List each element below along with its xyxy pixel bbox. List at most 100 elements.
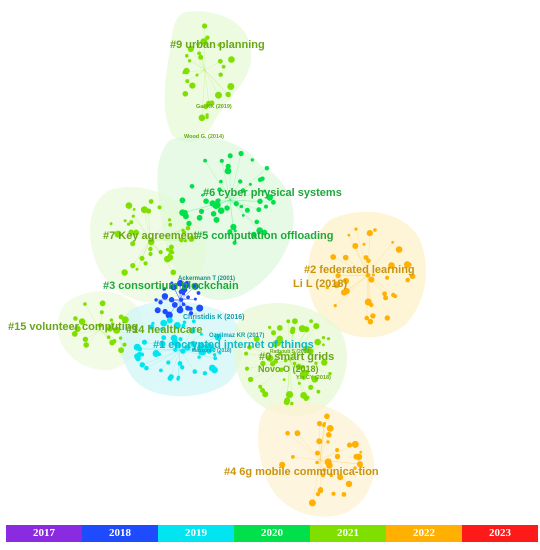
network-node	[362, 242, 366, 246]
network-node	[388, 262, 395, 269]
network-link	[338, 274, 369, 277]
network-node	[81, 321, 85, 325]
network-node	[110, 322, 115, 326]
network-node	[347, 233, 351, 237]
network-node	[154, 307, 161, 314]
network-link	[220, 181, 231, 201]
network-node	[347, 442, 353, 448]
network-node	[238, 150, 244, 157]
network-node	[129, 220, 134, 225]
cluster-labels: #9 urban planning #6 cyber physical syst…	[8, 39, 415, 478]
network-node	[190, 340, 197, 347]
network-node	[173, 347, 178, 352]
network-node	[224, 167, 232, 175]
network-node	[202, 371, 208, 376]
network-node	[182, 91, 189, 97]
network-node	[294, 430, 301, 437]
network-node	[166, 247, 170, 252]
network-link	[289, 359, 304, 396]
network-node	[118, 336, 123, 340]
cluster-label-cyber-physical-systems: #6 cyber physical systems	[203, 187, 342, 199]
network-node	[164, 255, 171, 263]
network-link	[289, 359, 331, 374]
network-node	[168, 374, 174, 380]
network-node	[186, 220, 192, 227]
network-node	[244, 207, 250, 213]
network-node	[185, 79, 190, 84]
network-node	[180, 365, 185, 370]
network-node	[409, 273, 416, 280]
network-link	[229, 199, 274, 203]
network-node	[364, 315, 370, 321]
network-link	[312, 459, 321, 503]
network-node	[283, 399, 290, 406]
network-link	[117, 233, 151, 241]
network-node	[218, 351, 222, 355]
network-node	[130, 263, 136, 269]
network-link	[146, 349, 181, 369]
network-node	[321, 336, 326, 340]
hull-6g	[258, 401, 375, 517]
network-node	[185, 305, 191, 311]
network-node	[405, 277, 411, 283]
network-node	[247, 376, 254, 383]
network-node	[179, 237, 184, 243]
network-link	[136, 239, 151, 270]
network-node	[271, 199, 276, 205]
timeline-segment-2018: 2018	[82, 525, 158, 542]
network-node	[290, 401, 294, 406]
cluster-label-encrypted-iot: #1 encrypted internet of things	[153, 339, 314, 351]
network-link	[229, 181, 241, 201]
network-link	[229, 199, 248, 211]
network-node	[181, 228, 185, 232]
network-link	[149, 239, 174, 273]
network-node	[135, 267, 139, 271]
network-node	[197, 51, 202, 56]
network-link	[135, 347, 181, 351]
network-node	[121, 269, 128, 276]
network-node	[384, 315, 390, 321]
network-node	[189, 184, 195, 189]
network-node	[177, 361, 183, 366]
network-node	[322, 468, 327, 472]
network-node	[204, 344, 210, 351]
network-node	[364, 298, 372, 306]
network-node	[247, 344, 252, 350]
network-node	[160, 319, 168, 327]
network-node	[166, 317, 173, 324]
network-node	[170, 283, 177, 291]
network-link	[179, 333, 202, 351]
network-link	[335, 274, 369, 306]
network-node	[250, 231, 257, 238]
network-node	[224, 205, 228, 209]
network-node	[139, 362, 145, 368]
network-node	[392, 294, 396, 298]
network-node	[333, 281, 341, 289]
network-node	[192, 369, 198, 374]
network-node	[285, 430, 290, 436]
network-link	[196, 69, 206, 76]
network-link	[169, 349, 181, 379]
network-link	[133, 216, 151, 241]
network-node	[366, 258, 371, 264]
network-node	[335, 448, 340, 452]
network-node	[185, 54, 189, 58]
network-link	[260, 359, 291, 388]
timeline-segment-2019: 2019	[158, 525, 234, 542]
network-node	[173, 322, 181, 329]
network-node	[168, 244, 174, 250]
network-node	[331, 491, 336, 496]
network-node	[335, 273, 341, 279]
network-link	[287, 321, 291, 361]
network-node	[217, 187, 222, 192]
cluster-label-federated-learning: #2 federated learning	[304, 264, 415, 276]
network-node	[295, 363, 303, 371]
network-node	[158, 250, 163, 255]
network-node	[113, 326, 121, 334]
citation-network-map: #9 urban planning #6 cyber physical syst…	[8, 11, 426, 517]
cluster-label-urban-planning: #9 urban planning	[170, 39, 265, 51]
network-node	[146, 208, 152, 214]
network-node	[322, 343, 325, 347]
network-node	[106, 325, 114, 332]
network-node	[366, 230, 373, 237]
